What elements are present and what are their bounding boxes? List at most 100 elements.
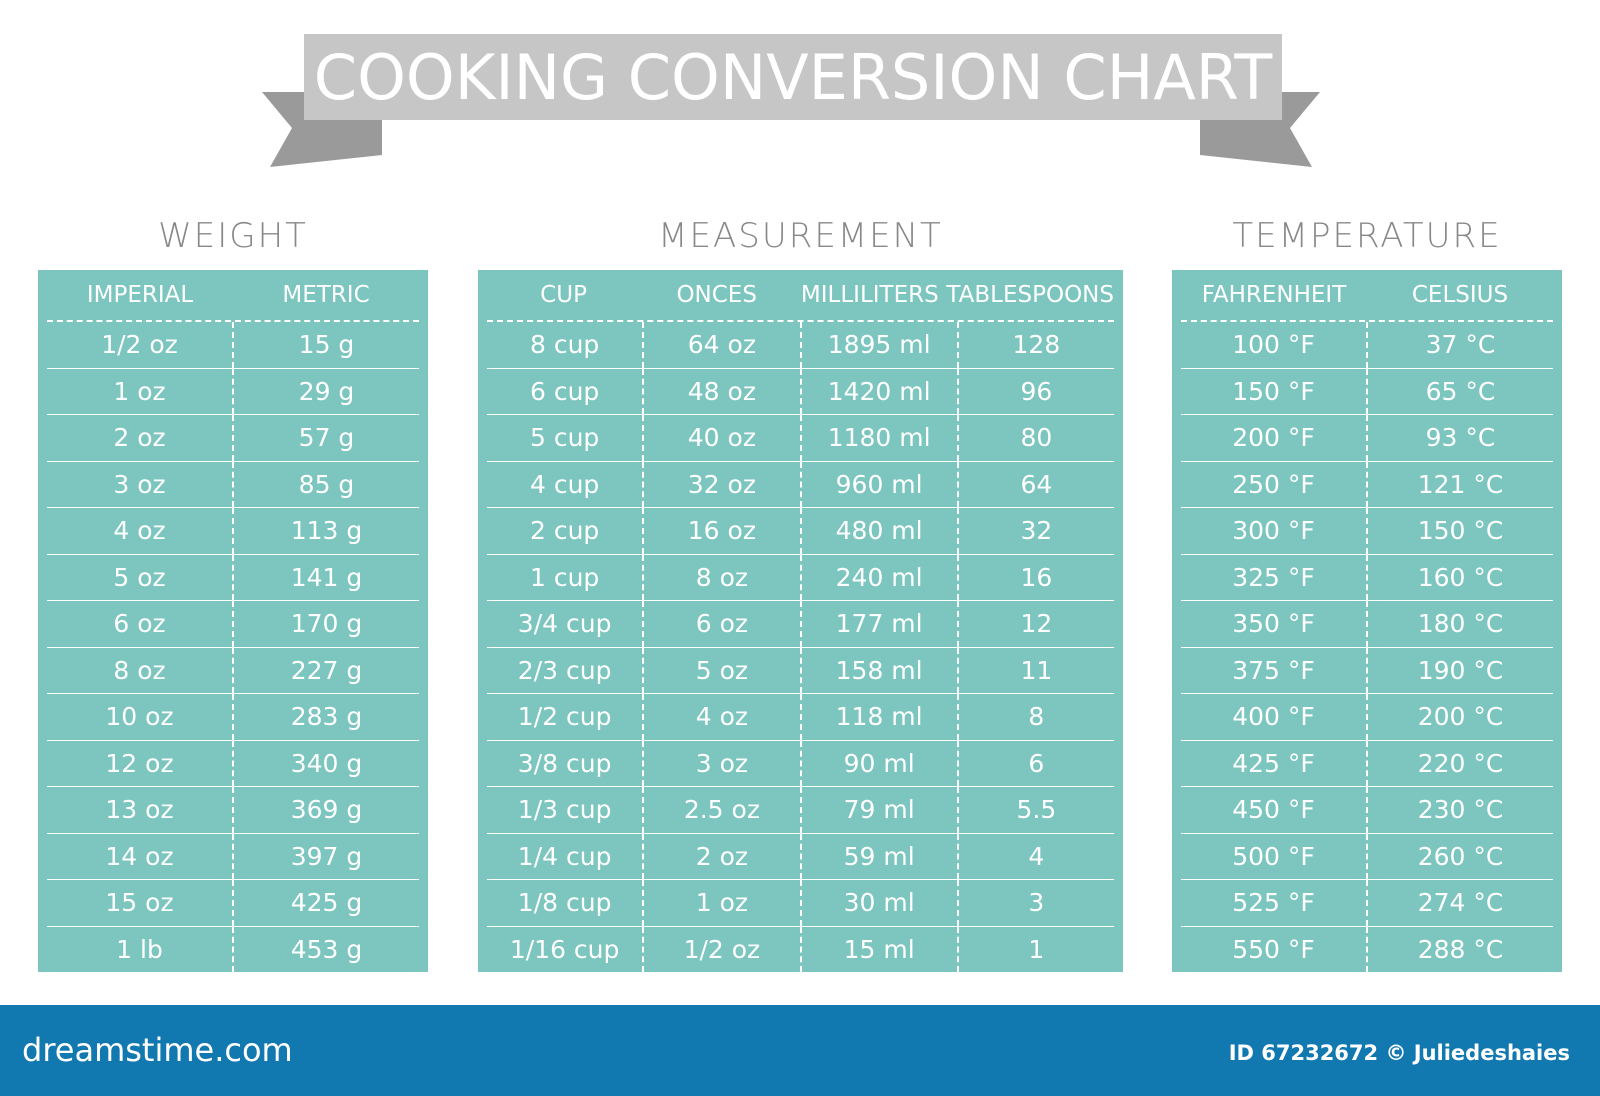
- section-heading: WEIGHT: [158, 216, 308, 256]
- table-cell: 85 g: [232, 461, 419, 507]
- table-row: 2 oz 57 g: [47, 415, 419, 462]
- table-cell: 128: [956, 322, 1114, 368]
- table-row: 550 °F 288 °C: [1181, 926, 1553, 972]
- table-row: 1 cup 8 oz 240 ml 16: [487, 554, 1114, 601]
- table-row: 2/3 cup 5 oz 158 ml 11: [487, 647, 1114, 694]
- table-cell: 118 ml: [799, 694, 957, 740]
- table-cell: 15 oz: [105, 888, 174, 918]
- table-cell: 1 oz: [113, 376, 166, 406]
- column-header: ONCES: [676, 282, 757, 308]
- table-cell: 200 °C: [1366, 694, 1553, 740]
- table-row: 425 °F 220 °C: [1181, 740, 1553, 787]
- table-row: 3 oz 85 g: [47, 461, 419, 508]
- table-row: 525 °F 274 °C: [1181, 880, 1553, 927]
- table-row: 1 oz 29 g: [47, 368, 419, 415]
- table-cell: 1/2 cup: [517, 702, 612, 732]
- table-row: 350 °F 180 °C: [1181, 601, 1553, 648]
- table-cell: 2 oz: [642, 833, 799, 879]
- table-cell: 57 g: [232, 415, 419, 461]
- table-cell: 150 °F: [1232, 376, 1315, 406]
- table-cell: 250 °F: [1232, 469, 1315, 499]
- table-cell: 240 ml: [799, 554, 957, 600]
- table-cell: 16 oz: [642, 508, 799, 554]
- section-heading: MEASUREMENT: [658, 216, 943, 256]
- table-row: 1 lb 453 g: [47, 926, 419, 972]
- column-header: IMPERIAL: [86, 282, 194, 308]
- table-cell: 14 oz: [105, 841, 174, 871]
- table-cell: 8 cup: [529, 330, 600, 360]
- table-cell: 40 oz: [642, 415, 799, 461]
- table-cell: 3 oz: [642, 740, 799, 786]
- table-cell: 113 g: [232, 508, 419, 554]
- table-row: 1/2 oz 15 g: [47, 322, 419, 369]
- table-cell: 480 ml: [799, 508, 957, 554]
- footer: dreamstime.com ID 67232672 © Juliedeshai…: [0, 1005, 1600, 1096]
- column-header: METRIC: [282, 282, 370, 308]
- table-row: 1/4 cup 2 oz 59 ml 4: [487, 833, 1114, 880]
- table-cell: 5.5: [956, 787, 1114, 833]
- table-cell: 29 g: [232, 368, 419, 414]
- table-row: 3/4 cup 6 oz 177 ml 12: [487, 601, 1114, 648]
- table-cell: 1: [956, 926, 1114, 972]
- title: COOKING CONVERSION CHART: [314, 41, 1274, 114]
- table-row: 4 cup 32 oz 960 ml 64: [487, 461, 1114, 508]
- table-row: 14 oz 397 g: [47, 833, 419, 880]
- table-cell: 16: [956, 554, 1114, 600]
- table-cell: 158 ml: [799, 647, 957, 693]
- banner: COOKING CONVERSION CHART: [262, 34, 1320, 167]
- table-row: 8 cup 64 oz 1895 ml 128: [487, 322, 1114, 369]
- table-row: 10 oz 283 g: [47, 694, 419, 741]
- table-cell: 1/2 oz: [101, 330, 178, 360]
- table-cell: 375 °F: [1232, 655, 1315, 685]
- table-cell: 2/3 cup: [517, 655, 612, 685]
- column-header: TABLESPOONS: [946, 282, 1114, 308]
- table-cell: 10 oz: [105, 702, 174, 732]
- table-cell: 12 oz: [105, 748, 174, 778]
- table-cell: 190 °C: [1366, 647, 1553, 693]
- table-cell: 6: [956, 740, 1114, 786]
- table-row: 150 °F 65 °C: [1181, 368, 1553, 415]
- table-cell: 260 °C: [1366, 833, 1553, 879]
- table-cell: 5 oz: [113, 562, 166, 592]
- table-cell: 550 °F: [1232, 934, 1315, 964]
- table-cell: 180 °C: [1366, 601, 1553, 647]
- table-cell: 960 ml: [799, 461, 957, 507]
- table: CUP ONCES MILLILITERS TABLESPOONS 8 cup 64 oz…: [478, 270, 1123, 972]
- table-row: 450 °F 230 °C: [1181, 787, 1553, 834]
- table-row: 13 oz 369 g: [47, 787, 419, 834]
- table-cell: 1 cup: [529, 562, 600, 592]
- table-row: 200 °F 93 °C: [1181, 415, 1553, 462]
- table-cell: 1420 ml: [799, 368, 957, 414]
- table-cell: 1180 ml: [799, 415, 957, 461]
- table-cell: 15 ml: [799, 926, 957, 972]
- table-cell: 13 oz: [105, 795, 174, 825]
- table-cell: 170 g: [232, 601, 419, 647]
- header-row: FAHRENHEIT CELSIUS: [1181, 270, 1553, 322]
- table-cell: 283 g: [232, 694, 419, 740]
- table-cell: 80: [956, 415, 1114, 461]
- table-cell: 65 °C: [1366, 368, 1553, 414]
- table-cell: 1/3 cup: [517, 795, 612, 825]
- table-cell: 1/2 oz: [642, 926, 799, 972]
- table-cell: 2 cup: [529, 516, 600, 546]
- table-cell: 6 oz: [113, 609, 166, 639]
- table-cell: 15 g: [232, 322, 419, 368]
- table-row: 1/16 cup 1/2 oz 15 ml 1: [487, 926, 1114, 972]
- table-cell: 59 ml: [799, 833, 957, 879]
- table-cell: 1/4 cup: [517, 841, 612, 871]
- table-cell: 64: [956, 461, 1114, 507]
- table-cell: 227 g: [232, 647, 419, 693]
- table-cell: 274 °C: [1366, 880, 1553, 926]
- table-cell: 288 °C: [1366, 926, 1553, 972]
- table-cell: 1/8 cup: [517, 888, 612, 918]
- table-cell: 500 °F: [1232, 841, 1315, 871]
- table-cell: 141 g: [232, 554, 419, 600]
- table-cell: 220 °C: [1366, 740, 1553, 786]
- table-row: 5 oz 141 g: [47, 554, 419, 601]
- table-cell: 400 °F: [1232, 702, 1315, 732]
- table-cell: 4 oz: [113, 516, 166, 546]
- table-cell: 4: [956, 833, 1114, 879]
- table-cell: 6 oz: [642, 601, 799, 647]
- table-cell: 79 ml: [799, 787, 957, 833]
- table-cell: 2.5 oz: [642, 787, 799, 833]
